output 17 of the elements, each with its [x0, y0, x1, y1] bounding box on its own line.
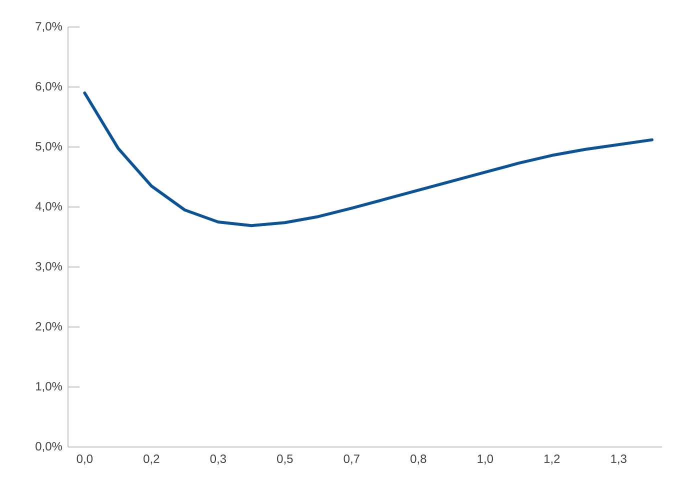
y-tick-label: 2,0%: [36, 322, 62, 332]
y-tick-label: 5,0%: [36, 142, 62, 152]
y-tick-label: 7,0%: [36, 22, 62, 32]
x-tick-label: 0,8: [410, 454, 426, 464]
x-tick-label: 1,2: [544, 454, 560, 464]
x-tick-label: 1,3: [611, 454, 626, 464]
x-tick-label: 1,0: [478, 454, 494, 464]
y-tick-label: 6,0%: [36, 82, 62, 92]
x-tick-label: 0,2: [144, 454, 160, 464]
y-tick-label: 0,0%: [36, 442, 62, 452]
y-tick-label: 4,0%: [35, 202, 62, 212]
y-tick-label: 1,0%: [36, 382, 62, 392]
y-tick-label: 3,0%: [36, 262, 62, 272]
x-tick-label: 0,0: [76, 454, 93, 464]
x-tick-label: 0,7: [344, 454, 360, 464]
x-tick-label: 0,5: [277, 454, 293, 464]
x-tick-label: 0,3: [210, 454, 226, 464]
